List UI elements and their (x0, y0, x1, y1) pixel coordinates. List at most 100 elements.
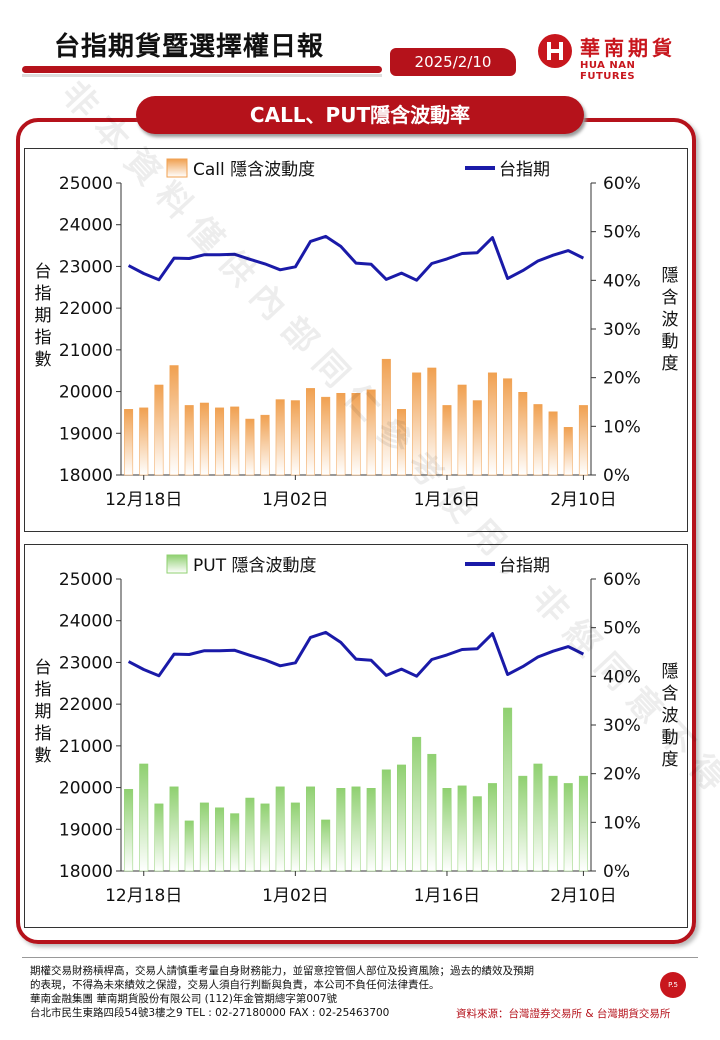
y-left-tick-label: 20000 (59, 383, 113, 403)
y-left-tick-label: 22000 (59, 299, 113, 319)
iv-bar (275, 786, 285, 872)
iv-bar (366, 788, 376, 872)
iv-bar (457, 384, 467, 476)
iv-bar (321, 819, 331, 872)
footer-disclaimer: 期權交易財務槓桿高，交易人請慎重考量自身財務能力，並留意控管個人部位及投資風險；… (30, 964, 670, 1020)
footer-divider (22, 957, 698, 958)
put-iv-chart-panel: 25000 24000 23000 22000 21000 20000 19000 18000… (24, 544, 688, 928)
y-left-tick-label: 23000 (59, 653, 113, 673)
y-right-axis-title: 隱含波動度 (662, 662, 679, 770)
legend-bar-label: Call 隱含波動度 (193, 160, 315, 180)
iv-bar (427, 367, 437, 476)
iv-bar (518, 392, 528, 476)
x-tick-label: 2月10日 (550, 490, 616, 510)
iv-bar (427, 753, 437, 872)
y-right-axis-title: 隱含波動度 (662, 266, 679, 374)
legend-line-label: 台指期 (499, 556, 550, 576)
iv-bar (412, 736, 422, 872)
iv-bar (518, 775, 528, 872)
x-tick-label: 1月02日 (262, 490, 328, 510)
y-left-tick-label: 18000 (59, 862, 113, 882)
y-left-tick-label: 25000 (59, 174, 113, 194)
iv-bar (396, 764, 406, 872)
y-right-tick-label: 60% (603, 570, 641, 590)
iv-bar (184, 405, 194, 476)
y-right-tick-label: 10% (603, 813, 641, 833)
report-date-badge: 2025/2/10 (390, 48, 516, 76)
company-line: 華南金融集團 華南期貨股份有限公司 (112)年金管期總字第007號 (30, 993, 337, 1005)
iv-bar (533, 763, 543, 872)
iv-bar (290, 400, 300, 476)
logo-company-english: HUA NAN FUTURES (580, 60, 636, 82)
legend-line-label: 台指期 (499, 160, 550, 180)
iv-bar (154, 803, 164, 872)
y-left-tick-label: 21000 (59, 341, 113, 361)
iv-bar (351, 786, 361, 872)
iv-bar (442, 788, 452, 872)
title-underline (22, 66, 382, 73)
index-line (127, 234, 585, 282)
y-left-tick-label: 20000 (59, 779, 113, 799)
iv-bar (139, 763, 149, 872)
iv-bar (215, 407, 225, 476)
iv-bar (563, 427, 573, 476)
iv-bar (381, 358, 391, 476)
iv-bar (260, 803, 270, 872)
y-left-tick-label: 21000 (59, 737, 113, 757)
y-right-tick-label: 10% (603, 417, 641, 437)
iv-bar (503, 707, 513, 872)
y-right-tick-label: 60% (603, 174, 641, 194)
iv-bar (381, 769, 391, 872)
iv-bar (366, 389, 376, 476)
y-right-tick-label: 30% (603, 716, 641, 736)
y-right-tick-label: 40% (603, 667, 641, 687)
iv-bar (321, 396, 331, 476)
y-left-tick-label: 19000 (59, 424, 113, 444)
y-right-tick-label: 40% (603, 271, 641, 291)
iv-bar (457, 785, 467, 872)
iv-bar (472, 796, 482, 872)
y-right-tick-label: 50% (603, 619, 641, 639)
legend-bar-label: PUT 隱含波動度 (193, 556, 316, 576)
iv-bar (260, 414, 270, 476)
iv-bar (578, 405, 588, 476)
x-tick-label: 2月10日 (550, 886, 616, 906)
iv-bar (487, 372, 497, 476)
iv-bar (487, 783, 497, 872)
iv-bar (533, 404, 543, 476)
iv-bar (139, 407, 149, 476)
data-source: 資料來源：台灣證券交易所 & 台灣期貨交易所 (456, 1008, 671, 1020)
iv-bar (442, 405, 452, 476)
address-line: 台北市民生東路四段54號3樓之9 TEL : 02-27180000 FAX :… (30, 1007, 390, 1019)
call-iv-chart-panel: 25000 24000 23000 22000 21000 20000 19000 18000… (24, 148, 688, 532)
iv-bar (548, 775, 558, 872)
iv-bar (336, 392, 346, 476)
y-right-tick-label: 30% (603, 320, 641, 340)
iv-bar (184, 820, 194, 872)
y-left-tick-label: 23000 (59, 257, 113, 277)
y-left-tick-label: 25000 (59, 570, 113, 590)
index-line (127, 630, 585, 678)
logo-emblem-icon (538, 34, 572, 68)
y-left-tick-label: 22000 (59, 695, 113, 715)
page-title: 台指期貨暨選擇權日報 (54, 32, 325, 62)
x-tick-label: 1月16日 (414, 886, 480, 906)
iv-bar (245, 418, 255, 476)
logo-company-name: 華南期貨 (580, 36, 676, 60)
title-underline-shadow (22, 74, 382, 77)
y-left-tick-label: 24000 (59, 216, 113, 236)
x-tick-label: 1月02日 (262, 886, 328, 906)
iv-bar (199, 402, 209, 476)
legend-bar-swatch (166, 554, 188, 574)
iv-bar (199, 802, 209, 872)
call-iv-chart: 25000 24000 23000 22000 21000 20000 19000 18000… (35, 158, 679, 510)
iv-bar (336, 788, 346, 872)
y-left-tick-label: 24000 (59, 612, 113, 632)
iv-bar (396, 409, 406, 476)
iv-bar (245, 797, 255, 872)
iv-bar (306, 786, 316, 872)
iv-bar (230, 813, 240, 872)
x-tick-label: 1月16日 (414, 490, 480, 510)
disclaimer-line-1: 期權交易財務槓桿高，交易人請慎重考量自身財務能力，並留意控管個人部位及投資風險；… (30, 965, 534, 977)
y-left-tick-label: 18000 (59, 466, 113, 486)
